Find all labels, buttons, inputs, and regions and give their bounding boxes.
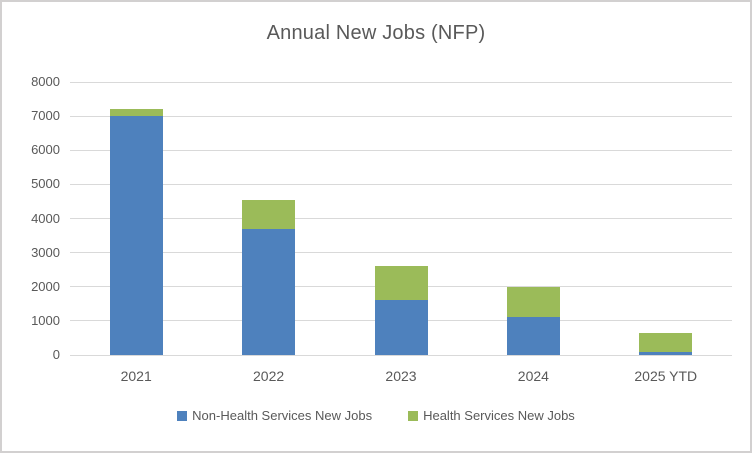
bar-stack-2025-ytd	[639, 332, 693, 355]
x-tick-label: 2023	[385, 368, 417, 384]
gridline	[70, 218, 732, 219]
plot-area	[70, 81, 732, 356]
y-tick-label: 2000	[31, 278, 60, 294]
bar-segment-non-health-2025-ytd[interactable]	[639, 351, 693, 355]
gridline	[70, 81, 732, 83]
legend-label: Health Services New Jobs	[423, 408, 575, 423]
y-tick-label: 8000	[31, 74, 60, 89]
bar-stack-2021	[109, 109, 163, 355]
gridline	[70, 115, 732, 117]
y-tick-label: 3000	[31, 244, 60, 260]
y-tick-label: 1000	[31, 312, 60, 328]
y-tick-label: 0	[52, 347, 60, 362]
bar-stack-2024	[506, 286, 560, 355]
legend-item-health[interactable]: Health Services New Jobs	[408, 408, 575, 423]
bar-segment-non-health-2023[interactable]	[374, 300, 428, 355]
bar-segment-health-2024[interactable]	[506, 286, 560, 318]
bar-segment-non-health-2022[interactable]	[242, 228, 296, 355]
bar-segment-health-2022[interactable]	[242, 199, 296, 229]
bar-segment-health-2025-ytd[interactable]	[639, 332, 693, 352]
x-tick-label: 2021	[120, 368, 152, 384]
x-tick-label: 2025 YTD	[634, 368, 698, 384]
y-tick-label: 7000	[31, 108, 60, 124]
y-tick-label: 5000	[31, 176, 60, 192]
gridline	[70, 183, 732, 185]
gridline	[70, 252, 732, 254]
bar-segment-non-health-2024[interactable]	[506, 317, 560, 355]
bar-stack-2022	[242, 199, 296, 355]
chart-title: Annual New Jobs (NFP)	[266, 22, 486, 44]
x-tick-label: 2024	[517, 368, 549, 384]
bar-segment-health-2023[interactable]	[374, 266, 428, 301]
bar-segment-health-2021[interactable]	[109, 109, 163, 117]
legend: Non-Health Services New Jobs Health Servi…	[2, 408, 750, 423]
bar-segment-non-health-2021[interactable]	[109, 116, 163, 355]
legend-swatch-icon	[408, 410, 419, 421]
gridline	[70, 354, 732, 356]
legend-item-non-health[interactable]: Non-Health Services New Jobs	[177, 408, 372, 423]
x-tick-label: 2022	[253, 368, 285, 384]
legend-label: Non-Health Services New Jobs	[192, 408, 373, 423]
bar-stack-2023	[374, 266, 428, 355]
y-tick-label: 4000	[31, 210, 60, 226]
gridline	[70, 149, 732, 151]
legend-swatch-icon	[177, 410, 188, 421]
y-tick-label: 6000	[31, 142, 60, 158]
